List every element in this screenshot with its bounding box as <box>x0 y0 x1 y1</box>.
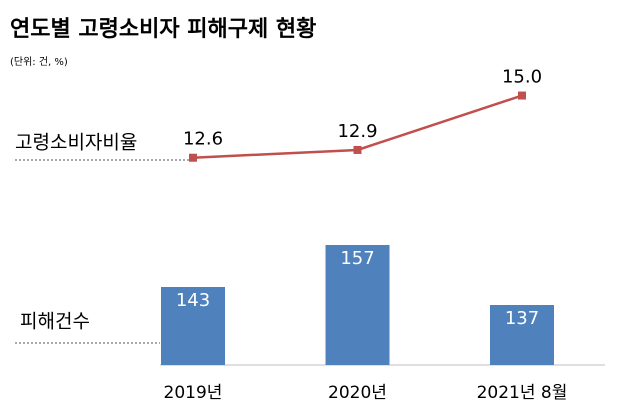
x-tick-label: 2019년 <box>164 383 223 403</box>
bar <box>490 305 554 365</box>
data-label: 12.6 <box>183 129 223 150</box>
data-label: 137 <box>505 308 539 329</box>
bar <box>325 245 390 365</box>
series-label: 고령소비자비율 <box>15 132 137 154</box>
chart-subtitle: (단위: 건, %) <box>10 55 68 68</box>
marker <box>518 91 526 100</box>
data-label: 12.9 <box>337 121 377 142</box>
x-tick-label: 2020년 <box>328 383 387 403</box>
series-label: 피해건수 <box>20 311 90 333</box>
x-tick-label: 2021년 8월 <box>477 383 568 403</box>
marker <box>353 145 362 154</box>
chart-title: 연도별 고령소비자 피해구제 현황 <box>10 17 316 42</box>
marker <box>189 153 197 162</box>
bar <box>161 287 225 365</box>
data-label: 143 <box>176 290 210 311</box>
data-label: 157 <box>340 248 374 269</box>
data-label: 15.0 <box>502 67 542 88</box>
